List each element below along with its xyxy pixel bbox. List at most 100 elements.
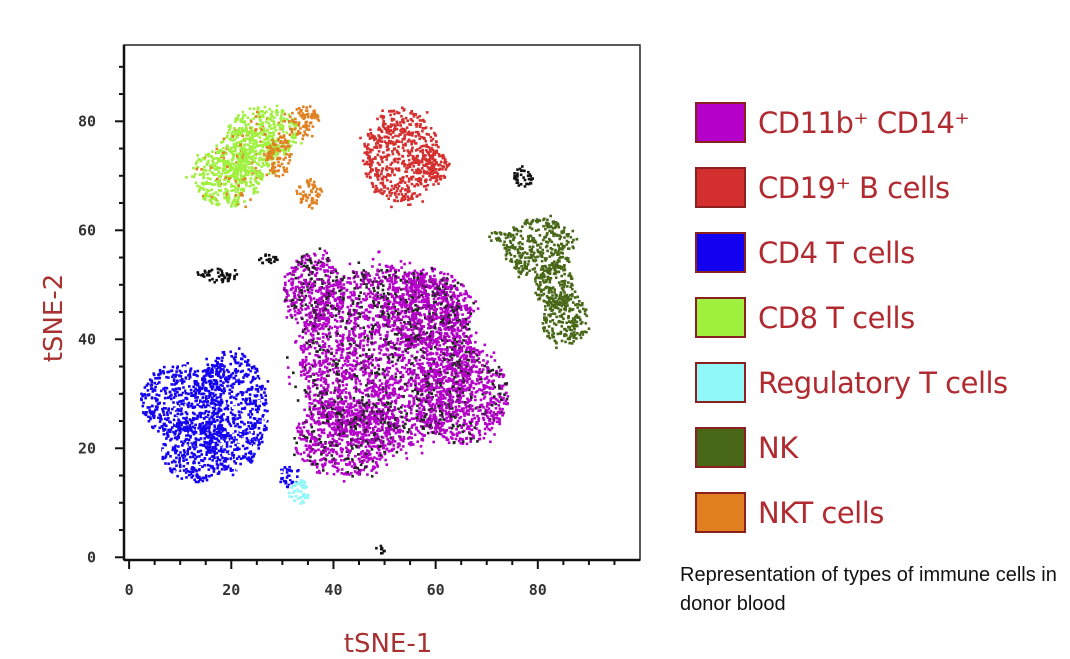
point-cd11b-cd14 <box>310 448 314 451</box>
point-cd11b-cd14 <box>381 446 385 450</box>
point-cd11b-cd14 <box>379 410 383 413</box>
point-cd11b-cd14 <box>317 332 320 335</box>
point-cd11b-cd14 <box>472 436 475 439</box>
point-cd11b-cd14 <box>439 392 443 395</box>
point-cd11b-cd14 <box>475 427 478 430</box>
point-cd11b-cd14 <box>469 348 472 351</box>
point-cd11b-cd14 <box>408 261 412 265</box>
point-cd11b-cd14 <box>396 417 399 421</box>
point-cd11b-cd14 <box>310 449 313 453</box>
point-cd11b-cd14 <box>290 304 294 307</box>
point-cd11b-cd14 <box>381 423 385 426</box>
point-cd11b-cd14 <box>367 325 371 329</box>
point-cd11b-cd14 <box>418 387 422 391</box>
point-cd11b-cd14 <box>413 283 417 287</box>
point-cd11b-cd14 <box>463 429 466 433</box>
point-cd11b-cd14 <box>385 269 389 272</box>
point-cd11b-cd14 <box>416 322 419 325</box>
point-cd11b-cd14 <box>441 319 444 322</box>
point-cd11b-cd14 <box>318 319 321 322</box>
point-cd11b-cd14 <box>483 343 487 347</box>
point-cd11b-cd14 <box>368 305 372 309</box>
point-cd11b-cd14 <box>336 381 340 384</box>
point-cd11b-cd14 <box>335 279 338 283</box>
point-cd19-b-cells <box>389 194 392 197</box>
point-cd11b-cd14 <box>369 453 372 456</box>
point-cd11b-cd14 <box>434 300 437 304</box>
point-cd11b-cd14 <box>425 331 429 335</box>
point-cd11b-cd14 <box>454 437 458 441</box>
point-cd11b-cd14 <box>385 431 389 434</box>
point-cd11b-cd14 <box>379 310 383 313</box>
point-cd19-b-cells <box>384 176 388 179</box>
point-cd11b-cd14 <box>409 279 412 283</box>
point-cd11b-cd14 <box>351 447 354 450</box>
point-cd11b-cd14 <box>497 392 500 396</box>
point-cd19-b-cells <box>431 137 435 141</box>
point-cd11b-cd14 <box>340 450 344 454</box>
point-cd11b-cd14 <box>398 435 401 438</box>
point-cd11b-cd14 <box>403 278 407 282</box>
point-cd11b-cd14 <box>403 409 407 412</box>
point-cd11b-cd14 <box>470 424 473 427</box>
point-cd11b-cd14 <box>412 314 415 317</box>
point-cd11b-cd14 <box>380 296 384 299</box>
point-cd11b-cd14 <box>340 429 344 433</box>
point-cd11b-cd14 <box>373 289 376 293</box>
point-cd11b-cd14 <box>350 465 354 468</box>
point-cd11b-cd14 <box>496 410 500 414</box>
point-cd11b-cd14 <box>359 291 362 294</box>
point-cd11b-cd14 <box>411 296 415 300</box>
point-cd11b-cd14 <box>455 340 459 344</box>
point-cd11b-cd14 <box>442 291 446 294</box>
point-cd11b-cd14 <box>318 312 321 315</box>
point-cd11b-cd14 <box>326 419 329 423</box>
point-cd11b-cd14 <box>348 281 352 284</box>
point-cd11b-cd14 <box>384 389 388 392</box>
point-cd11b-cd14 <box>477 382 481 385</box>
point-cd11b-cd14 <box>396 290 399 294</box>
point-cd11b-cd14 <box>300 288 303 292</box>
point-cd11b-cd14 <box>414 298 417 301</box>
point-cd11b-cd14 <box>369 303 372 307</box>
point-cd11b-cd14 <box>397 393 400 397</box>
point-cd11b-cd14 <box>423 300 427 304</box>
point-cd11b-cd14 <box>335 452 339 456</box>
point-cd11b-cd14 <box>400 411 403 414</box>
point-cd11b-cd14 <box>370 369 373 372</box>
point-cd11b-cd14 <box>421 437 424 441</box>
point-cd11b-cd14 <box>446 287 450 290</box>
point-cd11b-cd14 <box>462 422 466 425</box>
point-cd11b-cd14 <box>450 297 454 301</box>
point-cd11b-cd14 <box>470 360 474 364</box>
point-cd11b-cd14 <box>499 369 502 372</box>
point-cd11b-cd14 <box>434 421 438 425</box>
point-cd11b-cd14 <box>312 266 315 269</box>
point-cd11b-cd14 <box>323 377 326 380</box>
point-cd11b-cd14 <box>441 404 444 407</box>
point-cd11b-cd14 <box>327 349 330 353</box>
point-cd11b-cd14 <box>435 317 438 321</box>
point-cd11b-cd14 <box>401 326 404 329</box>
point-cd11b-cd14 <box>432 308 436 312</box>
point-cd11b-cd14 <box>419 369 423 372</box>
point-cd11b-cd14 <box>370 371 373 375</box>
point-cd11b-cd14 <box>461 361 464 365</box>
point-cd11b-cd14 <box>359 312 362 316</box>
point-cd11b-cd14 <box>361 273 364 276</box>
point-cd11b-cd14 <box>448 396 452 400</box>
point-cd11b-cd14 <box>390 264 394 268</box>
point-cd11b-cd14 <box>341 278 344 281</box>
point-cd11b-cd14 <box>431 431 435 434</box>
point-cd11b-cd14 <box>305 420 309 424</box>
point-cd11b-cd14 <box>296 298 299 301</box>
point-cd11b-cd14 <box>426 393 430 397</box>
point-cd11b-cd14 <box>320 453 323 456</box>
point-cd11b-cd14 <box>370 412 373 416</box>
point-cd11b-cd14 <box>463 368 466 371</box>
point-cd11b-cd14 <box>299 344 303 348</box>
point-cd11b-cd14 <box>350 377 354 381</box>
point-cd11b-cd14 <box>471 408 475 411</box>
point-cd11b-cd14 <box>336 272 339 275</box>
point-cd11b-cd14 <box>458 387 462 390</box>
